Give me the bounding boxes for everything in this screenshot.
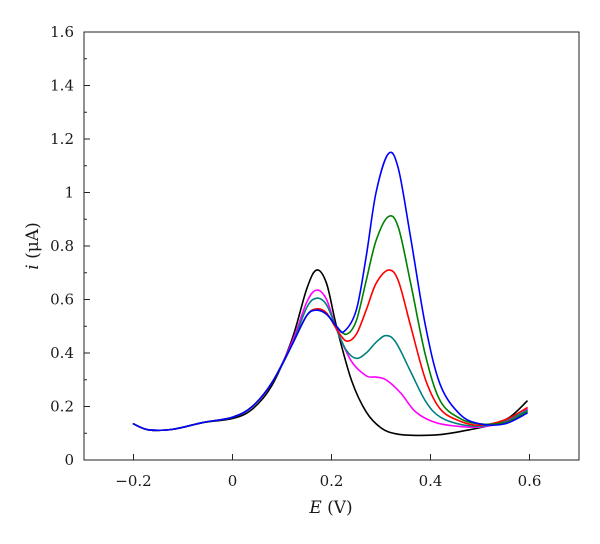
series-line-1 xyxy=(132,269,528,437)
series-line-5 xyxy=(132,214,528,432)
plot-frame xyxy=(83,31,580,461)
series-group xyxy=(132,151,528,437)
y-tick-label: 0.4 xyxy=(50,344,74,362)
y-tick-label: 1 xyxy=(64,184,74,202)
series-line-4 xyxy=(132,269,528,432)
x-axis-variable: E xyxy=(308,498,322,518)
y-tick-label: 1.6 xyxy=(50,23,74,41)
y-tick-label: 0 xyxy=(64,451,74,469)
y-axis-variable: i xyxy=(23,264,43,269)
y-tick-label: 0.6 xyxy=(50,291,74,309)
x-axis-label: E (V) xyxy=(308,498,352,518)
x-tick-label: 0 xyxy=(228,472,238,490)
x-tick-label: 0.2 xyxy=(320,472,344,490)
y-tick-label: 0.2 xyxy=(50,398,74,416)
axis-ticks: −0.2 0 0.2 0.4 0.6 0 0.2 0.4 0.6 0.8 1 1.2 1.4 1.6 xyxy=(50,23,541,490)
x-axis-unit: (V) xyxy=(322,498,353,518)
y-tick-label: 1.2 xyxy=(50,130,74,148)
y-tick-label: 1.4 xyxy=(50,77,74,95)
y-tick-label: 0.8 xyxy=(50,237,74,255)
x-tick-label: 0.4 xyxy=(419,472,443,490)
x-tick-label: 0.6 xyxy=(518,472,542,490)
series-line-6 xyxy=(132,151,528,432)
y-axis-unit: (μA) xyxy=(23,222,43,264)
x-tick-label: −0.2 xyxy=(115,472,151,490)
y-axis-label: i (μA) xyxy=(23,222,43,269)
